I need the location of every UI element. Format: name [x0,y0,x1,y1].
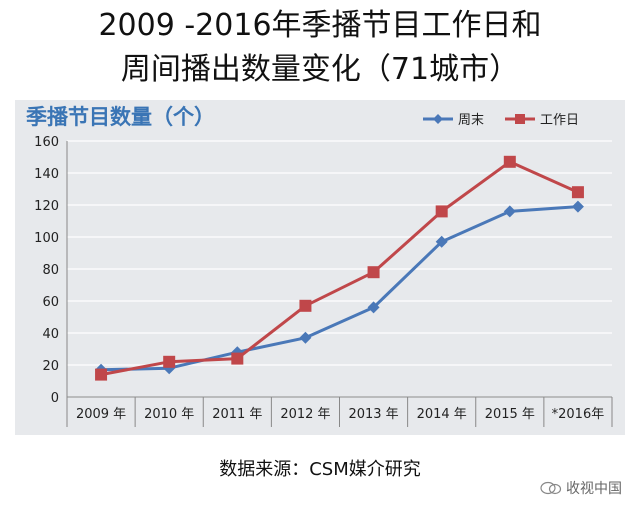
x-tick-label: 2010 年 [144,407,194,422]
data-point [435,205,448,218]
y-tick-label: 160 [34,135,59,150]
data-point [435,235,448,248]
data-point [299,299,312,312]
data-point [299,331,312,344]
x-tick-label: 2015 年 [485,407,535,422]
page-title-line-2: 周间播出数量变化（71城市） [120,52,520,87]
y-tick-label: 60 [42,295,59,310]
y-tick-label: 0 [51,391,59,406]
watermark: 收视中国 [540,478,622,498]
y-tick-label: 120 [34,199,59,214]
chart-panel [15,100,625,435]
series-line-2 [100,160,579,377]
chart-title: 季播节目数量（个） [26,105,215,129]
source-note: 数据来源：CSM媒介研究 [219,459,421,480]
y-tick-label: 20 [42,359,59,374]
x-tick-label: 2014 年 [417,407,467,422]
legend-label: 周末 [458,113,484,128]
y-tick-label: 40 [42,327,59,342]
x-tick-label: 2009 年 [76,407,126,422]
legend-marker [433,114,443,124]
data-point [503,155,516,168]
data-point [231,352,244,365]
x-tick-label: *2016年 [552,407,605,422]
x-tick-label: 2011 年 [212,407,262,422]
y-tick-label: 100 [34,231,59,246]
legend-marker [515,114,525,124]
x-tick-label: 2012 年 [280,407,330,422]
y-tick-label: 140 [34,167,59,182]
watermark-text: 收视中国 [566,481,622,497]
page-title-line-1: 2009 -2016年季播节目工作日和 [98,8,542,43]
data-point [367,301,380,314]
data-point [163,355,176,368]
data-point [571,186,584,199]
data-point [503,205,516,218]
x-tick-label: 2013 年 [348,407,398,422]
legend-label: 工作日 [540,113,579,128]
data-point [367,266,380,279]
data-point [571,200,584,213]
y-tick-label: 80 [42,263,59,278]
wechat-icon [540,481,562,495]
data-point [95,368,108,381]
series-line-1 [101,205,579,372]
